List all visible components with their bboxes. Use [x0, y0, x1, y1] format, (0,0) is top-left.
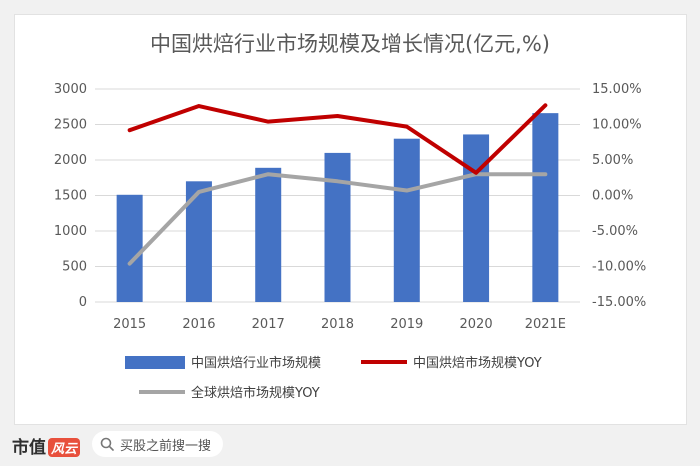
y-left-tick-label: 3000: [54, 82, 87, 97]
search-icon: [100, 437, 114, 451]
y-right-tick-label: 0.00%: [592, 189, 633, 204]
x-tick-label: 2021E: [525, 317, 566, 332]
x-tick-label: 2018: [321, 317, 354, 332]
legend-label: 中国烘焙行业市场规模: [191, 355, 321, 371]
legend-label: 中国烘焙市场规模YOY: [413, 355, 542, 371]
chart-card: 中国烘焙行业市场规模及增长情况(亿元,%) 0 500 1000 1500 2000 25…: [14, 14, 687, 425]
y-left-tick-label: 0: [79, 295, 87, 310]
search-placeholder: 买股之前搜一搜: [120, 438, 212, 454]
bar: [463, 134, 490, 302]
y-right-tick-label: 15.00%: [592, 82, 642, 97]
footer-bar: 市值 风云 买股之前搜一搜: [0, 423, 700, 466]
y-right-tick-label: 10.00%: [592, 118, 642, 133]
y-right-tick-label: -10.00%: [592, 260, 646, 275]
brand-badge: 风云: [48, 438, 81, 457]
x-tick-label: 2019: [390, 317, 423, 332]
chart-title: 中国烘焙行业市场规模及增长情况(亿元,%): [150, 32, 550, 56]
y-left-tick-label: 1500: [54, 189, 87, 204]
x-tick-label: 2017: [252, 317, 285, 332]
series-line: [127, 103, 548, 175]
bar: [532, 113, 559, 302]
chart: 中国烘焙行业市场规模及增长情况(亿元,%) 0 500 1000 1500 2000 25…: [54, 32, 646, 401]
x-tick-label: 2020: [460, 317, 493, 332]
x-tick-label: 2015: [113, 317, 146, 332]
y-left-tick-label: 1000: [54, 224, 87, 239]
y-right-tick-label: -15.00%: [592, 295, 646, 310]
x-tick-label: 2016: [182, 317, 215, 332]
search-box[interactable]: 买股之前搜一搜: [92, 431, 224, 457]
y-right-tick-label: 5.00%: [592, 153, 633, 168]
y-left-tick-label: 2000: [54, 153, 87, 168]
bar: [116, 194, 143, 302]
y-left-tick-label: 500: [62, 260, 87, 275]
brand-logo[interactable]: 市值 风云: [12, 433, 81, 458]
bar: [255, 167, 282, 302]
y-right-tick-label: -5.00%: [592, 224, 638, 239]
y-left-tick-label: 2500: [54, 118, 87, 133]
bar: [393, 138, 420, 302]
bar: [324, 152, 351, 302]
legend-label: 全球烘焙市场规模YOY: [191, 385, 320, 401]
brand-name: 市值: [12, 438, 46, 458]
legend-swatch: [125, 356, 185, 369]
